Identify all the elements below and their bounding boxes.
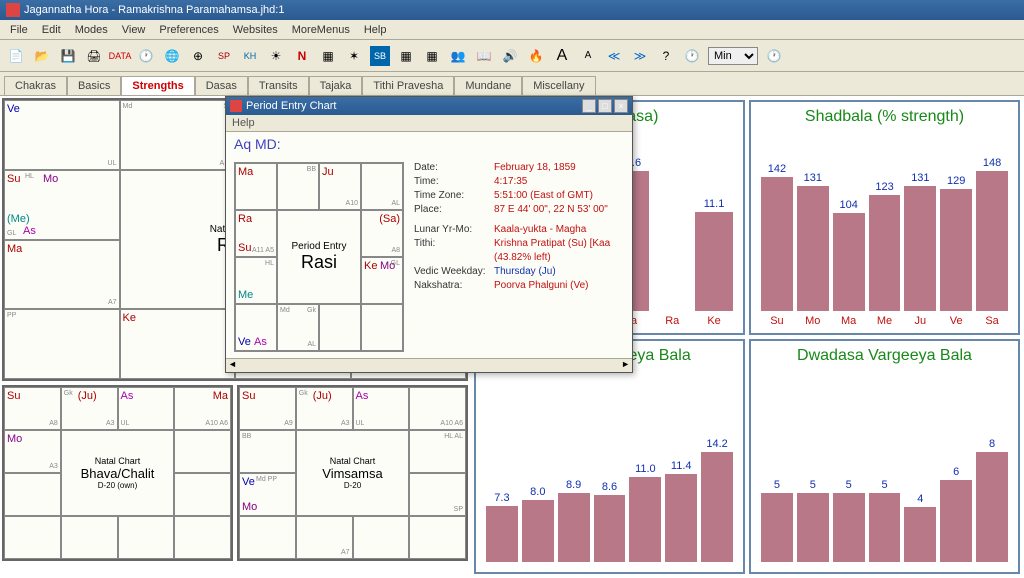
tab-dasas[interactable]: Dasas [195, 76, 248, 95]
menubar: File Edit Modes View Preferences Website… [0, 20, 1024, 40]
menu-edit[interactable]: Edit [36, 22, 67, 37]
grid2-icon[interactable]: ▦ [396, 46, 416, 66]
tab-transits[interactable]: Transits [248, 76, 309, 95]
popup-info: Date:February 18, 1859 Time:4:17:35 Time… [404, 162, 624, 352]
open-icon[interactable]: 📂 [32, 46, 52, 66]
menu-view[interactable]: View [116, 22, 152, 37]
rewind-icon[interactable]: ≪ [604, 46, 624, 66]
popup-rasi-chart: Ma BB JuA10 AL RaSuA11 A5 Period EntryRa… [234, 162, 404, 352]
clock3-icon[interactable]: 🕐 [764, 46, 784, 66]
n-icon[interactable]: N [292, 46, 312, 66]
workspace: VeUL MdSLA10 RaGk (Ju)AL SuHLMoGLAs(Me) … [0, 96, 1024, 578]
app-icon [6, 3, 20, 17]
tab-mundane[interactable]: Mundane [454, 76, 522, 95]
tab-basics[interactable]: Basics [67, 76, 121, 95]
bala-shadbala: Shadbala (% strength) 142Su131Mo104Ma123… [749, 100, 1020, 335]
period-entry-popup: Period Entry Chart _ □ × Help Aq MD: Ma … [225, 96, 633, 373]
menu-moremenus[interactable]: MoreMenus [286, 22, 356, 37]
menu-help[interactable]: Help [358, 22, 393, 37]
tab-strengths[interactable]: Strengths [121, 76, 194, 95]
clock-icon[interactable]: 🕐 [136, 46, 156, 66]
maximize-icon[interactable]: □ [598, 99, 612, 113]
lower-charts-row: SuA8 Gk(Ju)A3 AsUL MaA10 A6 MoA3 Natal C… [0, 383, 470, 563]
tab-chakras[interactable]: Chakras [4, 76, 67, 95]
menu-file[interactable]: File [4, 22, 34, 37]
new-icon[interactable]: 📄 [6, 46, 26, 66]
bhava-chart: SuA8 Gk(Ju)A3 AsUL MaA10 A6 MoA3 Natal C… [2, 385, 233, 561]
bala-dwadasa: Dwadasa Vargeeya Bala 5555468 [749, 339, 1020, 574]
people-icon[interactable]: 👥 [448, 46, 468, 66]
sp-icon[interactable]: SP [214, 46, 234, 66]
font-small-icon[interactable]: A [578, 46, 598, 66]
scroll-right-icon[interactable]: ► [621, 359, 630, 372]
print-icon[interactable]: 🖨 [84, 46, 104, 66]
minimize-icon[interactable]: _ [582, 99, 596, 113]
close-icon[interactable]: × [614, 99, 628, 113]
tab-tithi[interactable]: Tithi Pravesha [362, 76, 454, 95]
forward-icon[interactable]: ≫ [630, 46, 650, 66]
kh-icon[interactable]: KH [240, 46, 260, 66]
window-title: Jagannatha Hora - Ramakrishna Paramahams… [24, 4, 284, 16]
font-big-icon[interactable]: A [552, 46, 572, 66]
tab-misc[interactable]: Miscellany [522, 76, 595, 95]
book-icon[interactable]: 📖 [474, 46, 494, 66]
popup-titlebar[interactable]: Period Entry Chart _ □ × [226, 97, 632, 115]
popup-menu[interactable]: Help [226, 115, 632, 132]
sb-icon[interactable]: SB [370, 46, 390, 66]
speaker-icon[interactable]: 🔊 [500, 46, 520, 66]
save-icon[interactable]: 💾 [58, 46, 78, 66]
data-icon[interactable]: DATA [110, 46, 130, 66]
sun-icon[interactable]: ☀ [266, 46, 286, 66]
popup-heading: Aq MD: [226, 132, 632, 156]
scroll-left-icon[interactable]: ◄ [228, 359, 237, 372]
flame-icon[interactable]: 🔥 [526, 46, 546, 66]
titlebar: Jagannatha Hora - Ramakrishna Paramahams… [0, 0, 1024, 20]
grid3-icon[interactable]: ▦ [422, 46, 442, 66]
grid1-icon[interactable]: ▦ [318, 46, 338, 66]
tab-tajaka[interactable]: Tajaka [309, 76, 363, 95]
globe-icon[interactable]: 🌐 [162, 46, 182, 66]
tabstrip: Chakras Basics Strengths Dasas Transits … [0, 72, 1024, 96]
menu-modes[interactable]: Modes [69, 22, 114, 37]
toolbar: 📄 📂 💾 🖨 DATA 🕐 🌐 ⊕ SP KH ☀ N ▦ ✶ SB ▦ ▦ … [0, 40, 1024, 72]
help-icon[interactable]: ? [656, 46, 676, 66]
clock2-icon[interactable]: 🕐 [682, 46, 702, 66]
menu-websites[interactable]: Websites [227, 22, 284, 37]
menu-preferences[interactable]: Preferences [153, 22, 224, 37]
target-icon[interactable]: ⊕ [188, 46, 208, 66]
star-icon[interactable]: ✶ [344, 46, 364, 66]
time-unit-select[interactable]: Min [708, 47, 758, 65]
vimsamsa-chart: SuA9 Gk(Ju)A3 AsUL A10 A6 BB Natal Chart… [237, 385, 468, 561]
bala-pancha: Pancha Vargeeya Bala 7.38.08.98.611.011.… [474, 339, 745, 574]
